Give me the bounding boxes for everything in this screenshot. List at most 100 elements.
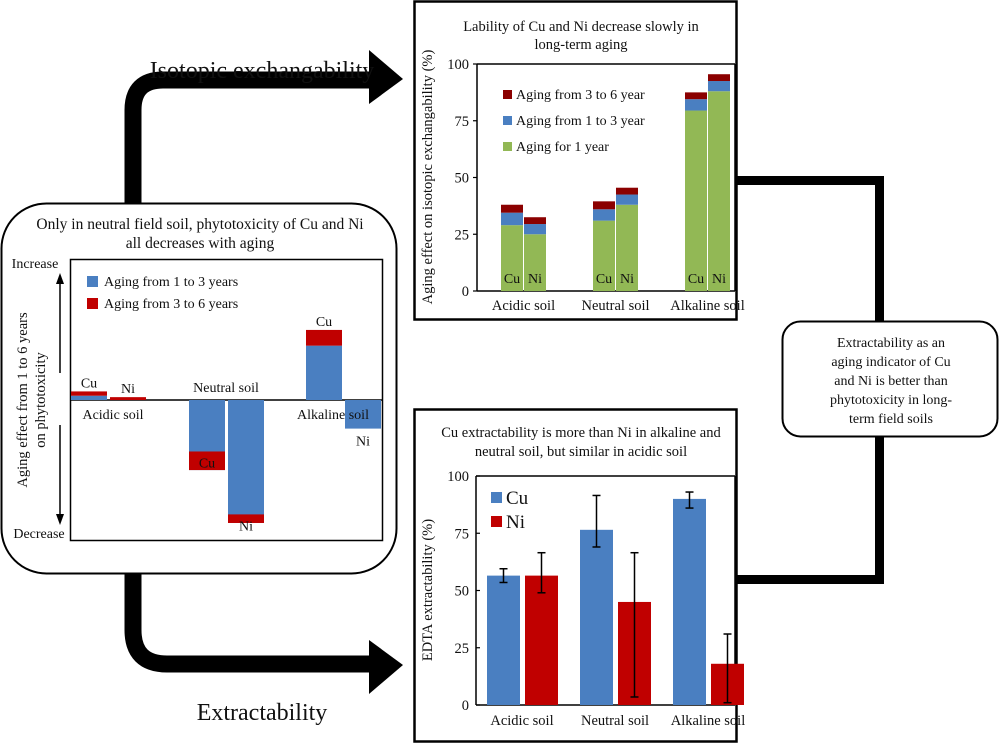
- conclusion-line: term field soils: [849, 412, 933, 427]
- conclusion-text: Extractability as an aging indicator of …: [830, 336, 952, 427]
- phyto-bar-aging-3-6: [110, 397, 146, 400]
- iso-bar-1-3-year: [685, 99, 707, 111]
- phyto-bars: Cu Ni Cu Ni Cu Ni: [71, 315, 381, 534]
- arrow-isotopic-head-icon: [369, 50, 403, 104]
- iso-ytick-label: 0: [462, 284, 469, 300]
- iso-metal-label: Cu: [596, 272, 612, 287]
- edta-ylabel: EDTA extractability (%): [420, 519, 436, 661]
- phyto-metal-label: Ni: [239, 519, 253, 534]
- iso-xtick-label: Neutral soil: [581, 298, 649, 314]
- legend-label-3-6-year: Aging from 3 to 6 year: [516, 88, 645, 103]
- legend-label-cu: Cu: [506, 488, 529, 509]
- legend-swatch-1-3-years: [87, 276, 98, 287]
- legend-label-1-year: Aging for 1 year: [516, 140, 609, 155]
- phyto-metal-label: Cu: [199, 456, 215, 471]
- iso-bar-year1: [616, 204, 638, 291]
- iso-bar-1-3-year: [616, 194, 638, 205]
- arrow-label-isotopic: Isotopic exchangability: [150, 58, 375, 84]
- iso-bar-3-6-year: [685, 92, 707, 100]
- phyto-bar-aging-1-3: [345, 400, 381, 429]
- iso-metal-label: Ni: [528, 272, 542, 287]
- edta-bar-cu: [580, 529, 613, 705]
- conclusion-line: and Ni is better than: [834, 374, 948, 389]
- connector-top-vertical: [875, 176, 884, 322]
- iso-bar-3-6-year: [616, 187, 638, 195]
- legend-swatch-3-6-year: [503, 90, 512, 99]
- iso-metal-label: Ni: [712, 272, 726, 287]
- phyto-bar-aging-1-3: [306, 345, 342, 400]
- edta-bar-cu: [487, 575, 520, 705]
- phyto-cat-neutral: Neutral soil: [193, 381, 259, 396]
- phyto-decrease-label: Decrease: [13, 527, 64, 542]
- phyto-down-arrow-icon: [56, 514, 64, 525]
- edta-ytick-label: 0: [462, 698, 469, 714]
- conclusion-line: Extractability as an: [837, 336, 945, 351]
- phyto-legend: Aging from 1 to 3 years Aging from 3 to …: [87, 275, 238, 312]
- iso-ytick-label: 75: [455, 114, 470, 130]
- iso-axes: 0 25 50 75 100 Acidic soil Neutral soil Alkalin…: [447, 57, 745, 314]
- arrow-isotopic-shaft: [124, 71, 370, 204]
- iso-xtick-label: Acidic soil: [492, 298, 555, 314]
- iso-bar-3-6-year: [524, 217, 546, 225]
- edta-bar-ni: [525, 575, 558, 705]
- phyto-bar-aging-1-3: [71, 395, 107, 400]
- phytotoxicity-panel: [0, 202, 398, 575]
- iso-legend: Aging from 3 to 6 year Aging from 1 to 3…: [503, 88, 645, 155]
- phyto-metal-label: Cu: [81, 376, 97, 391]
- edta-ytick-label: 25: [455, 641, 470, 657]
- iso-ytick-label: 100: [447, 57, 469, 73]
- iso-ytick-label: 50: [455, 171, 470, 187]
- arrow-extract-shaft: [124, 574, 370, 673]
- iso-title-line2: long-term aging: [534, 37, 627, 53]
- legend-label-1-3-year: Aging from 1 to 3 year: [516, 114, 645, 129]
- iso-bar-1-3-year: [501, 212, 523, 226]
- iso-bar-3-6-year: [501, 204, 523, 213]
- iso-bar-3-6-year: [708, 74, 730, 82]
- phyto-metal-label: Cu: [316, 315, 332, 330]
- connector-bottom-horizontal: [736, 575, 884, 584]
- isotopic-panel: [413, 0, 738, 321]
- phyto-ylabel-line2: on phytotoxicity: [33, 352, 49, 448]
- phyto-ylabel-line1: Aging effect from 1 to 6 years: [15, 312, 31, 488]
- edta-bar-cu: [673, 498, 706, 705]
- phyto-bar-aging-3-6: [306, 329, 342, 346]
- phyto-increase-label: Increase: [12, 257, 59, 272]
- iso-bar-year1: [708, 91, 730, 292]
- phyto-metal-label: Ni: [121, 382, 135, 397]
- iso-metal-label: Cu: [688, 272, 704, 287]
- phyto-title-line2: all decreases with aging: [126, 235, 275, 252]
- edta-ytick-label: 50: [455, 584, 470, 600]
- phyto-bar-aging-3-6: [228, 514, 264, 523]
- iso-bar-year1: [501, 225, 523, 291]
- legend-swatch-3-6-years: [87, 298, 98, 309]
- iso-bar-3-6-year: [593, 201, 615, 210]
- edta-xtick-label: Neutral soil: [581, 713, 649, 729]
- edta-bars: [487, 491, 744, 705]
- legend-label-ni: Ni: [506, 512, 525, 533]
- conclusion-line: aging indicator of Cu: [831, 355, 950, 370]
- edta-title-line1: Cu extractability is more than Ni in alk…: [441, 425, 721, 441]
- connector-top-horizontal: [736, 176, 884, 185]
- edta-ytick-label: 75: [455, 526, 470, 542]
- phyto-metal-label: Ni: [356, 435, 370, 450]
- iso-metal-label: Cu: [504, 272, 520, 287]
- arrow-label-extractability: Extractability: [197, 700, 328, 726]
- phyto-bar-aging-3-6: [189, 451, 225, 471]
- phyto-cat-alkaline: Alkaline soil: [297, 408, 369, 423]
- connector-lines: [736, 176, 884, 584]
- legend-swatch-1-year: [503, 142, 512, 151]
- iso-title-line1: Lability of Cu and Ni decrease slowly in: [463, 19, 699, 35]
- legend-swatch-1-3-year: [503, 116, 512, 125]
- phyto-bar-aging-3-6: [71, 391, 107, 396]
- edta-ytick-label: 100: [447, 469, 469, 485]
- phyto-cat-acidic: Acidic soil: [82, 408, 143, 423]
- legend-swatch-ni: [491, 516, 502, 527]
- edta-legend: Cu Ni: [491, 488, 529, 533]
- phyto-up-arrow-icon: [56, 273, 64, 284]
- iso-metal-label: Ni: [620, 272, 634, 287]
- legend-swatch-cu: [491, 492, 502, 503]
- edta-title-line2: neutral soil, but similar in acidic soil: [475, 444, 687, 460]
- conclusion-line: phytotoxicity in long-: [830, 393, 952, 408]
- legend-label-1-3-years: Aging from 1 to 3 years: [104, 275, 238, 290]
